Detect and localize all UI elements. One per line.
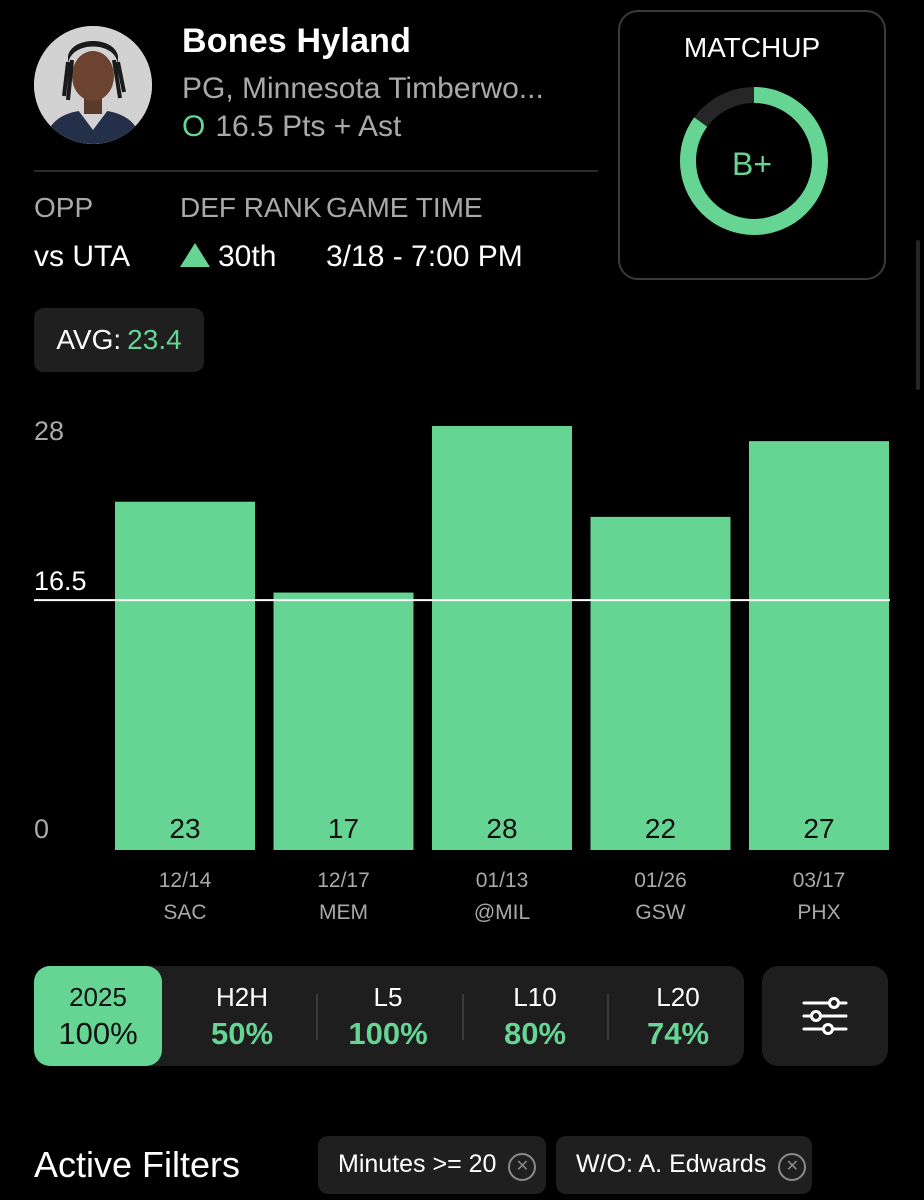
player-headshot-icon (34, 26, 152, 144)
chart-bar (590, 516, 731, 850)
rank-up-icon (180, 243, 210, 267)
chart-bar (749, 441, 889, 850)
bar-value-label: 27 (803, 813, 834, 844)
tab-label: L5 (373, 982, 403, 1012)
tab-2025[interactable]: 2025 100% (34, 966, 162, 1066)
tab-pct: 100% (348, 1016, 428, 1051)
tab-pct: 80% (503, 1016, 567, 1051)
game-time-label: GAME TIME (326, 192, 483, 223)
x-tick-opponent: GSW (635, 901, 685, 924)
tab-pct: 50% (210, 1016, 274, 1051)
game-time-value: 3/18 - 7:00 PM (326, 240, 523, 273)
x-tick-date: 12/14 (159, 869, 212, 892)
hit-rate-tabs: 2025 100% H2H 50% L5 100% L10 80% L20 74… (34, 966, 744, 1066)
prop-line: O 16.5 Pts + Ast (182, 110, 401, 144)
avg-label: AVG: (56, 324, 122, 355)
close-circle-icon[interactable]: ✕ (508, 1153, 537, 1181)
x-tick-opponent: SAC (163, 901, 206, 924)
tab-separator (316, 994, 318, 1040)
average-badge: AVG: 23.4 (34, 308, 204, 372)
tab-l20[interactable]: L20 74% (610, 966, 746, 1066)
matchup-grade: B+ (731, 146, 773, 182)
def-rank-label: DEF RANK (180, 192, 322, 223)
opp-value: vs UTA (34, 240, 131, 273)
reference-line-label: 16.5 (34, 566, 87, 596)
matchup-card[interactable]: MATCHUP B+ (618, 10, 886, 280)
x-tick-opponent: MEM (319, 901, 368, 924)
tab-label: L20 (656, 982, 700, 1012)
prop-text: 16.5 Pts + Ast (215, 110, 402, 143)
tab-pct: 100% (58, 1016, 138, 1051)
player-position-team: PG, Minnesota Timberwo... (182, 72, 544, 105)
def-rank-text: 30th (218, 240, 277, 273)
y-tick-label: 28 (34, 416, 64, 446)
tab-separator (607, 994, 609, 1040)
bar-value-label: 17 (328, 813, 359, 844)
over-indicator: O (182, 110, 206, 143)
opp-label: OPP (34, 192, 94, 223)
chart-bar (273, 592, 414, 850)
chart-bar (432, 426, 572, 850)
tab-l10[interactable]: L10 80% (466, 966, 604, 1066)
game-log-bar-chart: 23 12/14 SAC 17 12/17 MEM 28 01/13 @MIL 22 01/26 GS… (34, 416, 890, 924)
filter-chip-minutes[interactable]: Minutes >= 20 ✕ (318, 1136, 546, 1194)
filter-chip-label: Minutes >= 20 (338, 1150, 497, 1178)
matchup-grade-ring-icon (680, 87, 828, 235)
player-name: Bones Hyland (182, 22, 412, 60)
matchup-title: MATCHUP (683, 32, 821, 63)
filter-chip-without-player[interactable]: W/O: A. Edwards ✕ (556, 1136, 812, 1194)
x-tick-date: 03/17 (793, 869, 846, 892)
active-filters-title: Active Filters (34, 1144, 241, 1185)
y-tick-label: 0 (34, 814, 49, 844)
filter-chip-label: W/O: A. Edwards (576, 1150, 767, 1178)
avg-value: 23.4 (127, 324, 182, 355)
tab-label: L10 (513, 982, 557, 1012)
bar-value-label: 22 (645, 813, 676, 844)
chart-bar (115, 501, 255, 850)
tab-pct: 74% (646, 1016, 710, 1051)
sliders-icon (802, 997, 848, 1035)
x-tick-opponent: PHX (797, 901, 840, 924)
tab-label: 2025 (69, 982, 127, 1012)
tab-separator (462, 994, 464, 1040)
header-divider (34, 170, 598, 172)
def-rank-value: 30th (180, 240, 276, 274)
bar-value-label: 23 (169, 813, 200, 844)
x-tick-date: 01/13 (476, 869, 529, 892)
tab-label: H2H (215, 982, 268, 1012)
scrollbar[interactable] (916, 240, 920, 390)
bar-value-label: 28 (486, 813, 517, 844)
close-circle-icon[interactable]: ✕ (778, 1153, 807, 1181)
tab-h2h[interactable]: H2H 50% (172, 966, 312, 1066)
tab-l5[interactable]: L5 100% (320, 966, 456, 1066)
x-tick-date: 12/17 (317, 869, 370, 892)
filter-settings-button[interactable] (762, 966, 888, 1066)
x-tick-opponent: @MIL (474, 901, 530, 924)
player-avatar (34, 26, 152, 144)
x-tick-date: 01/26 (634, 869, 687, 892)
